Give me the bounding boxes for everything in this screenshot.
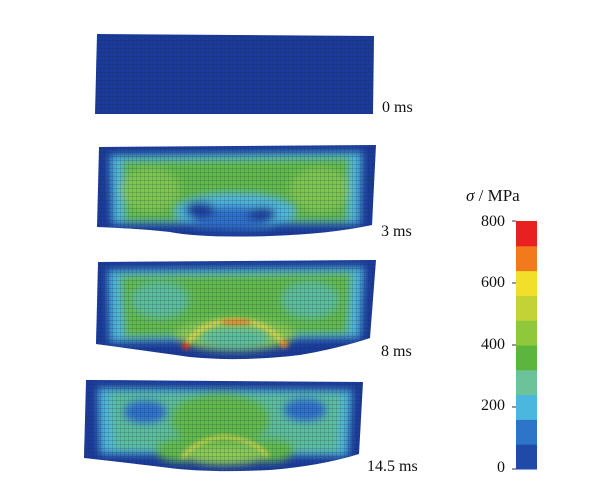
colorbar-title: σ / MPa bbox=[466, 186, 520, 206]
colorbar bbox=[512, 220, 537, 470]
colorbar-segment bbox=[516, 394, 537, 420]
colorbar-unit: / MPa bbox=[478, 186, 520, 205]
mesh-frame-0ms bbox=[95, 34, 374, 114]
mesh-frame-8ms bbox=[96, 260, 376, 360]
colorbar-segment bbox=[516, 369, 537, 396]
time-label-0ms: 0 ms bbox=[382, 99, 413, 116]
colorbar-tick-200: 200 bbox=[481, 397, 505, 414]
colorbar-segment bbox=[516, 444, 537, 470]
mesh-frame-3ms bbox=[97, 145, 376, 237]
colorbar-tick-400: 400 bbox=[481, 336, 505, 353]
colorbar-tick-600: 600 bbox=[481, 274, 505, 291]
colorbar-tick-800: 800 bbox=[481, 213, 505, 230]
colorbar-segment bbox=[516, 345, 537, 371]
colorbar-segment bbox=[516, 245, 537, 272]
time-label-8ms: 8 ms bbox=[381, 343, 412, 360]
colorbar-segment bbox=[516, 270, 537, 296]
colorbar-segment bbox=[516, 221, 537, 247]
colorbar-segment bbox=[516, 320, 537, 346]
time-label-3ms: 3 ms bbox=[381, 223, 412, 240]
colorbar-tick-0: 0 bbox=[497, 459, 505, 476]
mesh-frame-14-5ms bbox=[84, 380, 363, 472]
time-label-14-5ms: 14.5 ms bbox=[367, 458, 418, 475]
colorbar-segment bbox=[516, 419, 537, 445]
colorbar-segment bbox=[516, 295, 537, 321]
colorbar-symbol: σ bbox=[466, 186, 475, 205]
